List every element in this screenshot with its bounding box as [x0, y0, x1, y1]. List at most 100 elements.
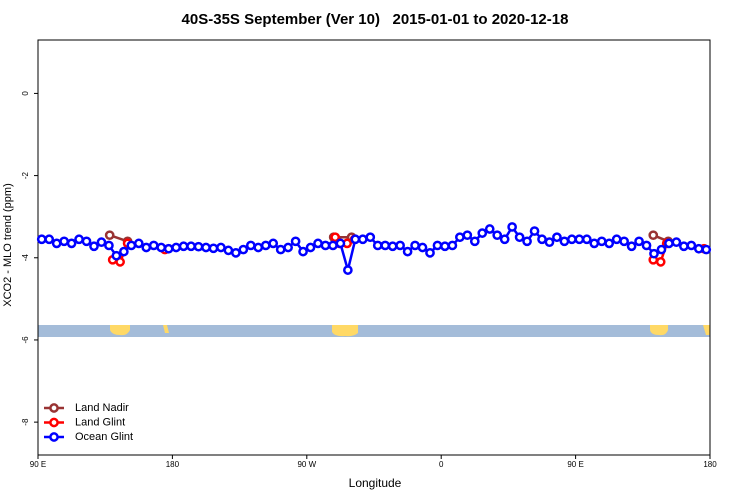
y-axis-label: XCO2 - MLO trend (ppm): [2, 183, 14, 306]
point: [619, 236, 629, 247]
point: [328, 240, 338, 251]
point: [171, 242, 181, 253]
point: [290, 236, 301, 247]
point: [283, 242, 293, 253]
point: [111, 250, 122, 261]
point: [350, 234, 361, 245]
point: [372, 240, 383, 251]
point: [469, 236, 480, 247]
point: [245, 240, 256, 251]
point: [604, 238, 615, 249]
point: [193, 241, 204, 252]
point: [81, 236, 92, 247]
point: [156, 242, 167, 253]
point: [492, 230, 503, 241]
point: [679, 241, 689, 252]
chart-title: 40S-35S September (Ver 10) 2015-01-01 to…: [182, 11, 569, 28]
y-tick-label: -4: [21, 254, 30, 262]
point: [402, 246, 413, 257]
point: [208, 243, 219, 254]
point: [552, 232, 562, 243]
point: [36, 234, 47, 245]
point: [499, 234, 510, 245]
point: [253, 242, 264, 253]
point: [223, 245, 234, 256]
point: [440, 241, 450, 252]
point: [701, 244, 712, 255]
point: [626, 241, 637, 252]
point: [313, 238, 323, 249]
point: [596, 236, 607, 247]
y-tick-label: 0: [21, 91, 30, 96]
point: [74, 234, 84, 245]
x-tick-label: 90 E: [567, 460, 583, 469]
point: [544, 237, 555, 248]
point: [305, 242, 316, 253]
point: [686, 240, 697, 251]
y-tick-label: -8: [21, 418, 30, 426]
point: [581, 234, 592, 245]
x-tick-label: 180: [166, 460, 180, 469]
point: [343, 265, 353, 275]
point: [693, 243, 704, 254]
point: [417, 242, 428, 253]
point: [648, 230, 659, 241]
point: [357, 234, 368, 245]
point: [96, 237, 107, 248]
legend-marker: [49, 432, 59, 442]
point: [589, 238, 600, 249]
point: [335, 238, 346, 249]
point: [119, 246, 129, 257]
point: [320, 240, 331, 251]
point: [655, 257, 666, 267]
point: [330, 232, 341, 243]
point: [104, 240, 114, 251]
point: [260, 240, 271, 251]
point: [133, 238, 144, 249]
point: [126, 240, 137, 251]
point: [455, 232, 465, 243]
point: [567, 234, 577, 245]
y-tick-label: -6: [21, 336, 30, 344]
point: [275, 244, 286, 255]
x-axis-label: Longitude: [349, 476, 402, 490]
point: [641, 240, 652, 251]
point: [148, 240, 159, 251]
y-tick-label: -2: [21, 171, 30, 179]
point: [425, 247, 435, 258]
point: [231, 247, 241, 258]
legend-label: Land Nadir: [75, 402, 129, 414]
x-tick-label: 0: [439, 460, 444, 469]
point: [447, 240, 458, 251]
point: [484, 224, 495, 234]
point: [507, 222, 517, 232]
point: [611, 234, 622, 245]
point: [51, 238, 62, 249]
point: [477, 228, 488, 238]
point: [664, 238, 674, 249]
map-strip: [38, 325, 710, 337]
legend-marker: [49, 403, 59, 413]
point: [529, 226, 540, 236]
point: [104, 230, 115, 241]
point: [380, 240, 391, 251]
point: [89, 241, 99, 252]
point: [44, 234, 55, 245]
point: [574, 234, 585, 245]
legend-marker: [49, 417, 59, 428]
point: [462, 230, 473, 241]
point: [522, 236, 532, 247]
x-tick-label: 90 W: [297, 460, 316, 469]
point: [514, 232, 525, 243]
point: [537, 234, 547, 245]
x-tick-label: 180: [703, 460, 717, 469]
point: [141, 242, 152, 253]
point: [649, 248, 659, 259]
point: [559, 236, 570, 247]
point: [365, 232, 376, 243]
point: [268, 238, 279, 249]
point: [387, 241, 398, 252]
point: [66, 238, 77, 249]
point: [395, 240, 405, 251]
point: [671, 237, 682, 248]
